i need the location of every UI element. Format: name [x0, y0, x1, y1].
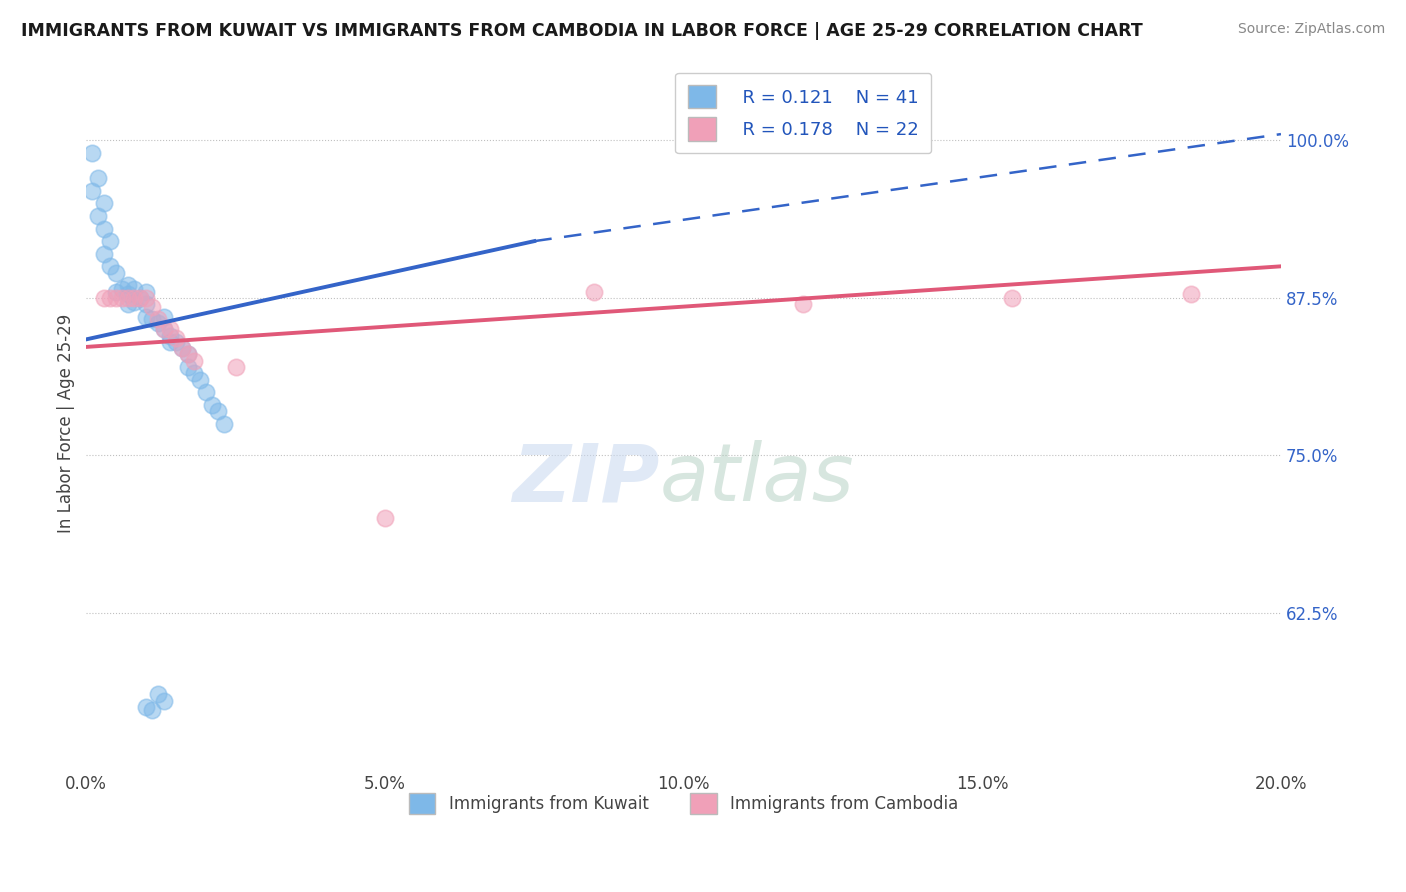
Point [122, 282, 145, 296]
Text: IMMIGRANTS FROM KUWAIT VS IMMIGRANTS FROM CAMBODIA IN LABOR FORCE | AGE 25-29 CO: IMMIGRANTS FROM KUWAIT VS IMMIGRANTS FRO… [21, 22, 1143, 40]
Point [183, 353, 205, 368]
Point [135, 700, 157, 714]
Point [105, 266, 128, 280]
Point [87, 209, 110, 223]
Point [146, 316, 169, 330]
Point [82, 184, 104, 198]
Point [207, 404, 229, 418]
Point [82, 146, 104, 161]
Point [153, 322, 176, 336]
Text: Source: ZipAtlas.com: Source: ZipAtlas.com [1237, 22, 1385, 37]
Point [98, 234, 121, 248]
Point [792, 297, 814, 311]
Text: ZIP: ZIP [512, 440, 659, 518]
Point [129, 291, 152, 305]
Point [177, 347, 200, 361]
Point [165, 331, 187, 345]
Point [141, 312, 163, 326]
Point [159, 322, 181, 336]
Point [135, 297, 157, 311]
Point [122, 294, 145, 309]
Point [153, 322, 176, 336]
Point [93, 196, 115, 211]
Point [117, 291, 139, 305]
Point [141, 702, 163, 716]
Point [146, 688, 169, 702]
Point [135, 285, 157, 299]
Point [183, 367, 205, 381]
Point [141, 300, 163, 314]
Point [177, 347, 200, 361]
Point [170, 341, 193, 355]
Point [153, 310, 176, 324]
Point [117, 297, 139, 311]
Point [225, 359, 247, 374]
Point [1180, 287, 1202, 301]
Point [1001, 291, 1024, 305]
Point [93, 246, 115, 260]
Point [93, 221, 115, 235]
Text: atlas: atlas [659, 440, 855, 518]
Point [212, 417, 235, 431]
Point [374, 511, 396, 525]
Point [170, 341, 193, 355]
Point [98, 260, 121, 274]
Point [146, 312, 169, 326]
Point [105, 291, 128, 305]
Point [87, 171, 110, 186]
Point [111, 291, 134, 305]
Point [129, 291, 152, 305]
Point [159, 334, 181, 349]
Point [153, 694, 176, 708]
Y-axis label: In Labor Force | Age 25-29: In Labor Force | Age 25-29 [58, 314, 75, 533]
Point [93, 291, 115, 305]
Point [117, 287, 139, 301]
Point [159, 328, 181, 343]
Point [135, 291, 157, 305]
Point [105, 285, 128, 299]
Point [117, 278, 139, 293]
Point [201, 398, 224, 412]
Point [582, 285, 605, 299]
Point [188, 373, 211, 387]
Point [194, 385, 217, 400]
Point [122, 291, 145, 305]
Point [165, 334, 187, 349]
Point [111, 282, 134, 296]
Point [98, 291, 121, 305]
Point [177, 359, 200, 374]
Legend: Immigrants from Kuwait, Immigrants from Cambodia: Immigrants from Kuwait, Immigrants from … [399, 782, 969, 824]
Point [135, 310, 157, 324]
